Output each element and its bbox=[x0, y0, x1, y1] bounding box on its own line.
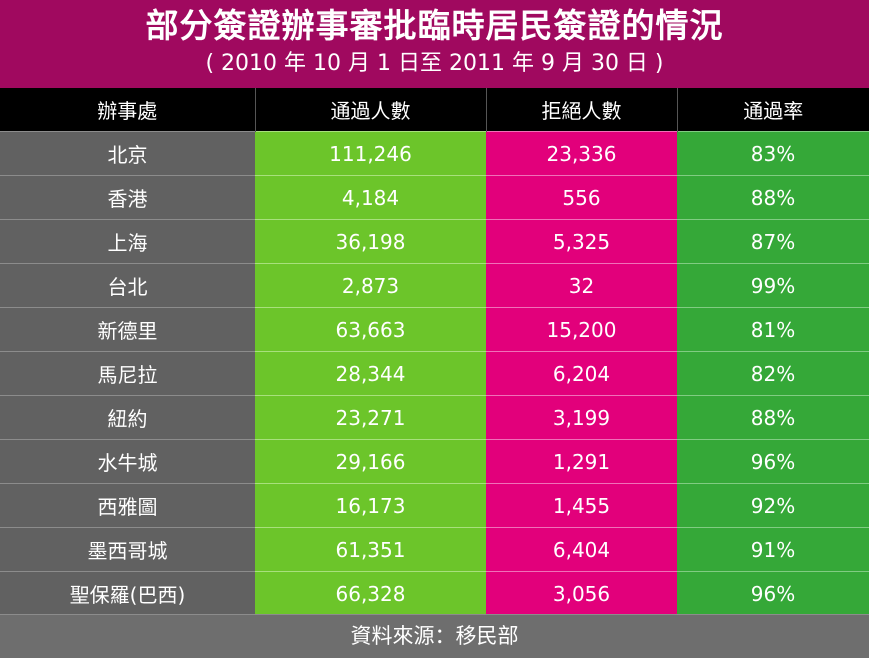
table-row: 台北 2,873 32 99% bbox=[0, 263, 869, 308]
rejected-cell: 5,325 bbox=[486, 219, 677, 264]
office-cell: 紐約 bbox=[0, 395, 255, 440]
rejected-cell: 6,404 bbox=[486, 527, 677, 572]
rate-cell: 92% bbox=[677, 483, 869, 528]
rejected-cell: 6,204 bbox=[486, 351, 677, 396]
approved-cell: 61,351 bbox=[255, 527, 486, 572]
rate-cell: 96% bbox=[677, 571, 869, 615]
rejected-cell: 15,200 bbox=[486, 307, 677, 352]
approved-cell: 23,271 bbox=[255, 395, 486, 440]
office-cell: 西雅圖 bbox=[0, 483, 255, 528]
table-row: 香港 4,184 556 88% bbox=[0, 175, 869, 220]
office-cell: 台北 bbox=[0, 263, 255, 308]
table-row: 西雅圖 16,173 1,455 92% bbox=[0, 483, 869, 528]
table-body: 北京 111,246 23,336 83% 香港 4,184 556 88% 上海 36,198 5… bbox=[0, 131, 869, 615]
table-header-row: 辦事處 通過人數 拒絕人數 通過率 bbox=[0, 88, 869, 132]
approved-cell: 16,173 bbox=[255, 483, 486, 528]
office-cell: 馬尼拉 bbox=[0, 351, 255, 396]
rejected-cell: 3,199 bbox=[486, 395, 677, 440]
office-cell: 新德里 bbox=[0, 307, 255, 352]
rate-cell: 81% bbox=[677, 307, 869, 352]
header-approved: 通過人數 bbox=[254, 88, 486, 132]
chart-subtitle: ( 2010 年 10 月 1 日至 2011 年 9 月 30 日 ) bbox=[205, 51, 664, 76]
rate-cell: 96% bbox=[677, 439, 869, 484]
approved-cell: 36,198 bbox=[255, 219, 486, 264]
table-row: 聖保羅(巴西) 66,328 3,056 96% bbox=[0, 571, 869, 615]
table-row: 馬尼拉 28,344 6,204 82% bbox=[0, 351, 869, 396]
office-cell: 香港 bbox=[0, 175, 255, 220]
rejected-cell: 1,291 bbox=[486, 439, 677, 484]
rate-cell: 88% bbox=[677, 175, 869, 220]
visa-table: 辦事處 通過人數 拒絕人數 通過率 北京 111,246 23,336 83% 香港 4,… bbox=[0, 88, 869, 615]
rate-cell: 99% bbox=[677, 263, 869, 308]
header-rejected: 拒絕人數 bbox=[485, 88, 677, 132]
rate-cell: 82% bbox=[677, 351, 869, 396]
table-row: 紐約 23,271 3,199 88% bbox=[0, 395, 869, 440]
office-cell: 水牛城 bbox=[0, 439, 255, 484]
table-row: 上海 36,198 5,325 87% bbox=[0, 219, 869, 264]
approved-cell: 111,246 bbox=[255, 131, 486, 176]
approved-cell: 66,328 bbox=[255, 571, 486, 615]
header-rate: 通過率 bbox=[676, 88, 869, 132]
rejected-cell: 23,336 bbox=[486, 131, 677, 176]
approved-cell: 29,166 bbox=[255, 439, 486, 484]
table-row: 新德里 63,663 15,200 81% bbox=[0, 307, 869, 352]
rejected-cell: 32 bbox=[486, 263, 677, 308]
office-cell: 聖保羅(巴西) bbox=[0, 571, 255, 615]
title-band: 部分簽證辦事審批臨時居民簽證的情況 ( 2010 年 10 月 1 日至 201… bbox=[0, 0, 869, 88]
rate-cell: 83% bbox=[677, 131, 869, 176]
rate-cell: 87% bbox=[677, 219, 869, 264]
rejected-cell: 3,056 bbox=[486, 571, 677, 615]
rejected-cell: 556 bbox=[486, 175, 677, 220]
chart-title: 部分簽證辦事審批臨時居民簽證的情況 bbox=[145, 6, 724, 45]
approved-cell: 2,873 bbox=[255, 263, 486, 308]
office-cell: 北京 bbox=[0, 131, 255, 176]
table-row: 墨西哥城 61,351 6,404 91% bbox=[0, 527, 869, 572]
table-row: 北京 111,246 23,336 83% bbox=[0, 131, 869, 176]
approved-cell: 28,344 bbox=[255, 351, 486, 396]
rate-cell: 88% bbox=[677, 395, 869, 440]
rejected-cell: 1,455 bbox=[486, 483, 677, 528]
rate-cell: 91% bbox=[677, 527, 869, 572]
table-row: 水牛城 29,166 1,291 96% bbox=[0, 439, 869, 484]
office-cell: 墨西哥城 bbox=[0, 527, 255, 572]
approved-cell: 4,184 bbox=[255, 175, 486, 220]
office-cell: 上海 bbox=[0, 219, 255, 264]
source-note: 資料來源：移民部 bbox=[0, 614, 869, 658]
header-office: 辦事處 bbox=[0, 88, 255, 132]
approved-cell: 63,663 bbox=[255, 307, 486, 352]
